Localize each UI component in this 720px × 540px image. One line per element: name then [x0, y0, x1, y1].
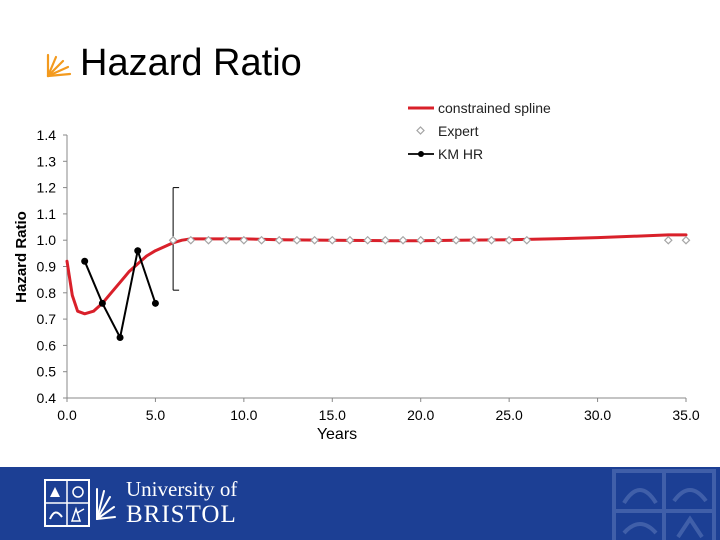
y-tick-label: 1.3	[37, 153, 57, 169]
fan-bullet-icon	[46, 53, 72, 77]
university-line2: BRISTOL	[126, 501, 237, 528]
legend-label-spline: constrained spline	[438, 99, 551, 116]
y-tick-label: 0.9	[37, 259, 57, 275]
university-crest-icon	[44, 479, 90, 527]
y-tick-label: 0.7	[37, 311, 57, 327]
spline-line	[65, 233, 688, 316]
km-hr-marker	[116, 334, 124, 342]
x-tick-label: 15.0	[319, 407, 346, 423]
expert-marker	[221, 235, 231, 245]
expert-marker	[522, 235, 532, 245]
expert-marker	[257, 235, 266, 245]
km-hr-marker	[98, 299, 106, 307]
chart-tick-labels: 0.4 0.5 0.6 0.7 0.8 0.9 1.0 1.1 1.2 1.3 1.4 0.0 5.0 1…	[37, 127, 700, 423]
x-axis-label: Years	[317, 426, 357, 443]
expert-marker	[681, 235, 691, 245]
legend-label-expert: Expert	[438, 122, 479, 139]
page-title: Hazard Ratio	[80, 42, 302, 84]
legend-item-spline: constrained spline	[408, 96, 551, 119]
fan-bullet-icon	[96, 488, 116, 520]
expert-marker	[327, 235, 337, 245]
expert-marker	[310, 235, 319, 245]
expert-marker	[380, 235, 390, 245]
expert-marker	[239, 235, 249, 245]
chart-marks	[65, 187, 691, 342]
expert-marker	[504, 235, 514, 245]
expert-marker	[487, 235, 496, 245]
legend-item-km: KM HR	[408, 142, 551, 165]
hazard-ratio-chart: 0.4 0.5 0.6 0.7 0.8 0.9 1.0 1.1 1.2 1.3 1.4 0.0 5.0 1…	[13, 127, 700, 443]
expert-marker	[434, 235, 443, 245]
expert-marker	[451, 235, 461, 245]
expert-marker	[663, 235, 673, 245]
legend-label-km: KM HR	[438, 145, 484, 162]
x-tick-label: 30.0	[584, 407, 611, 423]
slide-title: Hazard Ratio	[44, 42, 302, 85]
university-line1: University of	[126, 477, 238, 501]
expert-marker	[345, 235, 355, 245]
y-tick-label: 0.5	[37, 364, 57, 380]
km-hr-marker	[151, 299, 159, 307]
expert-marker	[363, 235, 373, 245]
crest-watermark-icon	[612, 469, 716, 540]
expert-marker	[274, 235, 284, 245]
expert-marker	[398, 235, 408, 245]
y-tick-label: 0.8	[37, 285, 57, 301]
y-tick-label: 1.0	[37, 232, 57, 248]
y-tick-label: 1.2	[37, 180, 57, 196]
expert-marker	[168, 235, 178, 245]
km-hr-line	[83, 246, 157, 341]
expert-marker	[469, 235, 479, 245]
expert-marker	[416, 235, 426, 245]
university-logo: University of BRISTOL	[44, 479, 237, 527]
y-axis-label: Hazard Ratio	[13, 211, 30, 303]
expert-marker	[186, 235, 196, 245]
legend-item-expert: Expert	[408, 119, 551, 142]
chart-legend: constrained spline Expert KM HR	[408, 96, 551, 165]
x-tick-label: 35.0	[672, 407, 699, 423]
y-tick-label: 0.6	[37, 337, 57, 353]
x-tick-label: 20.0	[407, 407, 434, 423]
university-name: University of BRISTOL	[126, 477, 238, 528]
y-tick-label: 0.4	[37, 390, 57, 406]
km-hr-marker	[81, 257, 89, 265]
x-tick-label: 5.0	[146, 407, 166, 423]
y-tick-label: 1.1	[37, 206, 57, 222]
y-tick-label: 1.4	[37, 127, 57, 143]
km-hr-marker	[134, 247, 142, 255]
x-tick-label: 0.0	[57, 407, 77, 423]
x-tick-label: 10.0	[230, 407, 257, 423]
footer-bar: University of BRISTOL	[0, 467, 720, 540]
x-tick-label: 25.0	[496, 407, 523, 423]
expert-marker	[204, 235, 213, 245]
expert-marker	[292, 235, 302, 245]
chart-axes	[63, 134, 687, 402]
